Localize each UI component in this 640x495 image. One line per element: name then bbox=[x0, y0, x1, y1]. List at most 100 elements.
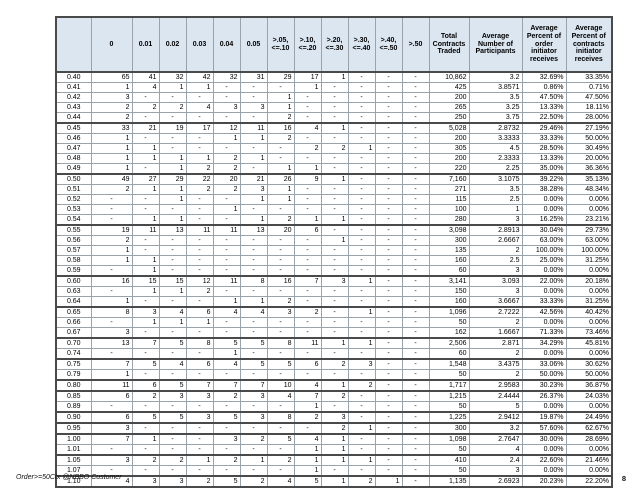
row-label: 0.74 bbox=[55, 348, 92, 360]
cell: 2 bbox=[293, 306, 322, 318]
cell: 7 bbox=[239, 379, 268, 392]
cell: - bbox=[374, 411, 403, 424]
cell: 0.00% bbox=[565, 317, 613, 328]
row-label: 0.66 bbox=[55, 317, 92, 328]
cell: 1 bbox=[347, 306, 376, 318]
cell: - bbox=[212, 317, 241, 328]
cell: - bbox=[347, 133, 376, 144]
cell: 7 bbox=[185, 379, 214, 392]
cell: 1 bbox=[347, 337, 376, 349]
table-row: 0.49 1-1 2 2-1 1- - - -220 2.25 35.00% 36.36% bbox=[55, 163, 613, 175]
cell: 1 bbox=[131, 286, 160, 297]
cell: 24.49% bbox=[565, 411, 613, 424]
cell: 1 bbox=[158, 163, 187, 175]
cell: 1 bbox=[293, 454, 322, 466]
cell: 22.50% bbox=[521, 112, 567, 124]
cell: - bbox=[266, 286, 295, 297]
row-label: 0.60 bbox=[55, 275, 92, 287]
cell: - bbox=[401, 153, 430, 164]
row-label: 0.43 bbox=[55, 102, 92, 113]
cell: 2.7222 bbox=[468, 306, 523, 318]
table-row: 0.47 1 1- - - - -2 2 1- -305 4.5 28.50% 30.49% bbox=[55, 143, 613, 154]
cell: 29 bbox=[266, 71, 295, 83]
cell: - bbox=[320, 184, 349, 195]
column-header: >.40, <=.50 bbox=[374, 16, 403, 73]
cell: 3 bbox=[468, 286, 523, 297]
cell: - bbox=[293, 245, 322, 256]
cell: 21 bbox=[239, 173, 268, 185]
cell: - bbox=[374, 265, 403, 277]
row-label: 0.51 bbox=[55, 184, 92, 195]
cell: - bbox=[374, 296, 403, 308]
cell: 6 bbox=[293, 224, 322, 236]
cell: - bbox=[401, 71, 430, 83]
cell: - bbox=[185, 401, 214, 413]
cell: 4 bbox=[293, 122, 322, 134]
cell: 100 bbox=[428, 204, 470, 215]
cell: 11 bbox=[212, 224, 241, 236]
cell: 30.04% bbox=[521, 224, 567, 236]
cell: - bbox=[320, 133, 349, 144]
cell: 0.00% bbox=[521, 317, 567, 328]
cell: - bbox=[212, 235, 241, 246]
cell: 13 bbox=[158, 224, 187, 236]
cell: - bbox=[185, 143, 214, 154]
cell: 48.34% bbox=[565, 184, 613, 195]
cell: - bbox=[401, 317, 430, 328]
cell: 0.71% bbox=[565, 82, 613, 93]
cell: 2 bbox=[266, 454, 295, 466]
table-row: 0.75 7 5 4 6 4 5 5 6 2 3- -1,548 3.4375 33.06% 30.62% bbox=[55, 358, 613, 370]
row-label: 0.54 bbox=[55, 214, 92, 226]
cell: 16 bbox=[266, 122, 295, 134]
cell: - bbox=[374, 71, 403, 83]
cell: 5 bbox=[239, 337, 268, 349]
cell: - bbox=[374, 82, 403, 93]
cell: 57.60% bbox=[521, 422, 567, 435]
cell: 8 bbox=[239, 275, 268, 287]
cell: - bbox=[158, 348, 187, 360]
cell: - bbox=[212, 112, 241, 124]
cell: - bbox=[266, 204, 295, 215]
cell: 1 bbox=[347, 275, 376, 287]
cell: 3.3333 bbox=[468, 133, 523, 144]
cell: 3 bbox=[90, 92, 133, 103]
page-number: 8 bbox=[621, 474, 626, 483]
cell: - bbox=[90, 204, 133, 215]
cell: 2 bbox=[131, 390, 160, 402]
cell: 160 bbox=[428, 255, 470, 266]
cell: 42 bbox=[185, 71, 214, 83]
cell: - bbox=[401, 422, 430, 435]
cell: - bbox=[158, 143, 187, 154]
cell: - bbox=[212, 327, 241, 339]
cell: 33.35% bbox=[565, 71, 613, 83]
cell: 2,506 bbox=[428, 337, 470, 349]
cell: 1 bbox=[131, 255, 160, 266]
cell: - bbox=[266, 153, 295, 164]
cell: - bbox=[266, 143, 295, 154]
cell: 1 bbox=[320, 433, 349, 445]
table-row: 0.89- - - - - - -1- - - -50 5 0.00% 0.00% bbox=[55, 401, 613, 413]
cell: 250 bbox=[428, 112, 470, 124]
cell: 1 bbox=[90, 133, 133, 144]
cell: 1 bbox=[90, 82, 133, 93]
row-label: 0.58 bbox=[55, 255, 92, 266]
cell: - bbox=[401, 122, 430, 134]
cell: 1 bbox=[90, 369, 133, 381]
cell: 3,098 bbox=[428, 224, 470, 236]
cell: 5 bbox=[468, 401, 523, 413]
row-label: 0.41 bbox=[55, 82, 92, 93]
table-row: 0.74- - - -1- - - - - - -60 2 0.00% 0.00% bbox=[55, 348, 613, 360]
cell: 1 bbox=[90, 163, 133, 175]
table-row: 0.50 49 27 29 22 20 21 26 9 1- - -7,160 3.1075 39.22%… bbox=[55, 173, 613, 185]
cell: 2 bbox=[185, 184, 214, 195]
cell: - bbox=[374, 102, 403, 113]
row-label: 0.80 bbox=[55, 379, 92, 392]
cell: 11 bbox=[239, 122, 268, 134]
cell: 220 bbox=[428, 163, 470, 175]
cell: - bbox=[212, 143, 241, 154]
cell: - bbox=[266, 235, 295, 246]
cell: - bbox=[401, 112, 430, 124]
cell: - bbox=[374, 275, 403, 287]
cell: - bbox=[401, 235, 430, 246]
table-row: 0.51 2 1 1 2 2 3 1- - - - -271 3.5 38.28% 48.34% bbox=[55, 184, 613, 195]
